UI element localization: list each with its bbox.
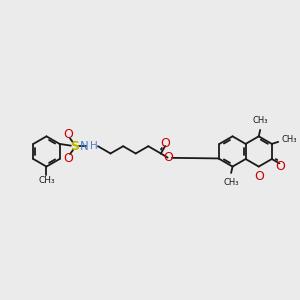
Text: O: O (63, 128, 73, 141)
Text: CH₃: CH₃ (38, 176, 55, 185)
Text: H: H (90, 141, 98, 151)
Text: CH₃: CH₃ (252, 116, 268, 125)
Text: O: O (254, 170, 264, 183)
Text: N: N (80, 140, 88, 153)
Text: CH₃: CH₃ (282, 135, 297, 144)
Text: S: S (70, 140, 79, 153)
Text: O: O (164, 152, 173, 164)
Text: O: O (275, 160, 285, 173)
Text: O: O (160, 136, 170, 149)
Text: CH₃: CH₃ (223, 178, 239, 187)
Text: O: O (63, 152, 73, 165)
